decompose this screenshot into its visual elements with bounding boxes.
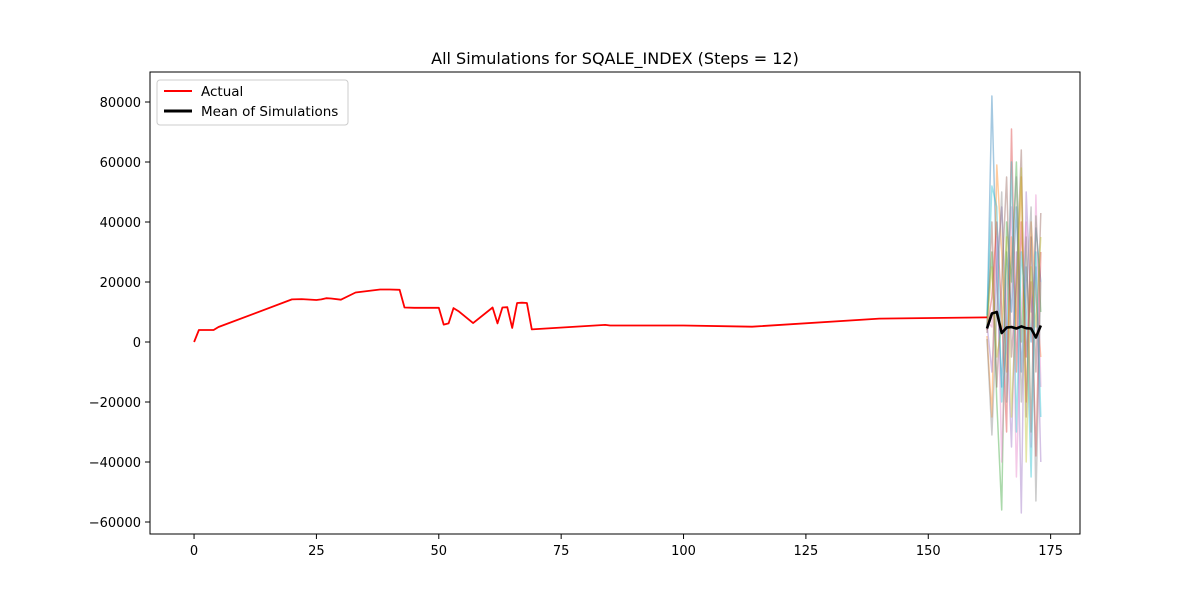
x-tick-label: 25: [308, 544, 325, 559]
simulation-line-7: [986, 194, 1042, 478]
x-tick-label: 0: [190, 544, 198, 559]
chart-title: All Simulations for SQALE_INDEX (Steps =…: [431, 49, 799, 69]
y-tick-label: 40000: [100, 216, 141, 231]
axes: 0 25 50 75 100 125 150 175 −60000 −40000 −20000 0 20…: [89, 71, 1081, 559]
plot-content: [193, 95, 1043, 514]
y-tick-label: −60000: [89, 516, 141, 531]
x-tick-label: 75: [553, 544, 570, 559]
y-tick-label: 0: [133, 336, 141, 351]
legend-label-mean: Mean of Simulations: [201, 104, 338, 120]
y-tick-label: 60000: [100, 156, 141, 171]
actual-line: [193, 288, 988, 343]
x-tick-label: 175: [1038, 544, 1063, 559]
x-tick-label: 50: [431, 544, 448, 559]
simulation-line-1: [986, 95, 1042, 388]
x-tick-label: 150: [916, 544, 941, 559]
simulation-line-5: [986, 191, 1042, 514]
simulation-line-4: [986, 128, 1042, 457]
y-tick-label: −20000: [89, 396, 141, 411]
simulation-line-9: [986, 167, 1042, 463]
x-tick-label: 125: [793, 544, 818, 559]
simulation-line-3: [986, 161, 1042, 511]
legend-label-actual: Actual: [201, 84, 243, 100]
simulation-line-10: [986, 161, 1042, 478]
y-tick-label: 20000: [100, 276, 141, 291]
x-tick-label: 100: [671, 544, 696, 559]
legend-box: [156, 79, 349, 126]
axes-frame: [149, 71, 1081, 535]
y-tick-label: 80000: [100, 96, 141, 111]
simulation-line-8: [986, 176, 1042, 502]
mean-simulations-line: [985, 310, 1043, 339]
simulation-line-6: [986, 149, 1042, 418]
plot-area: [193, 95, 1043, 514]
legend: Actual Mean of Simulations: [156, 79, 349, 126]
y-tick-label: −40000: [89, 456, 141, 471]
simulation-line-2: [986, 164, 1042, 418]
